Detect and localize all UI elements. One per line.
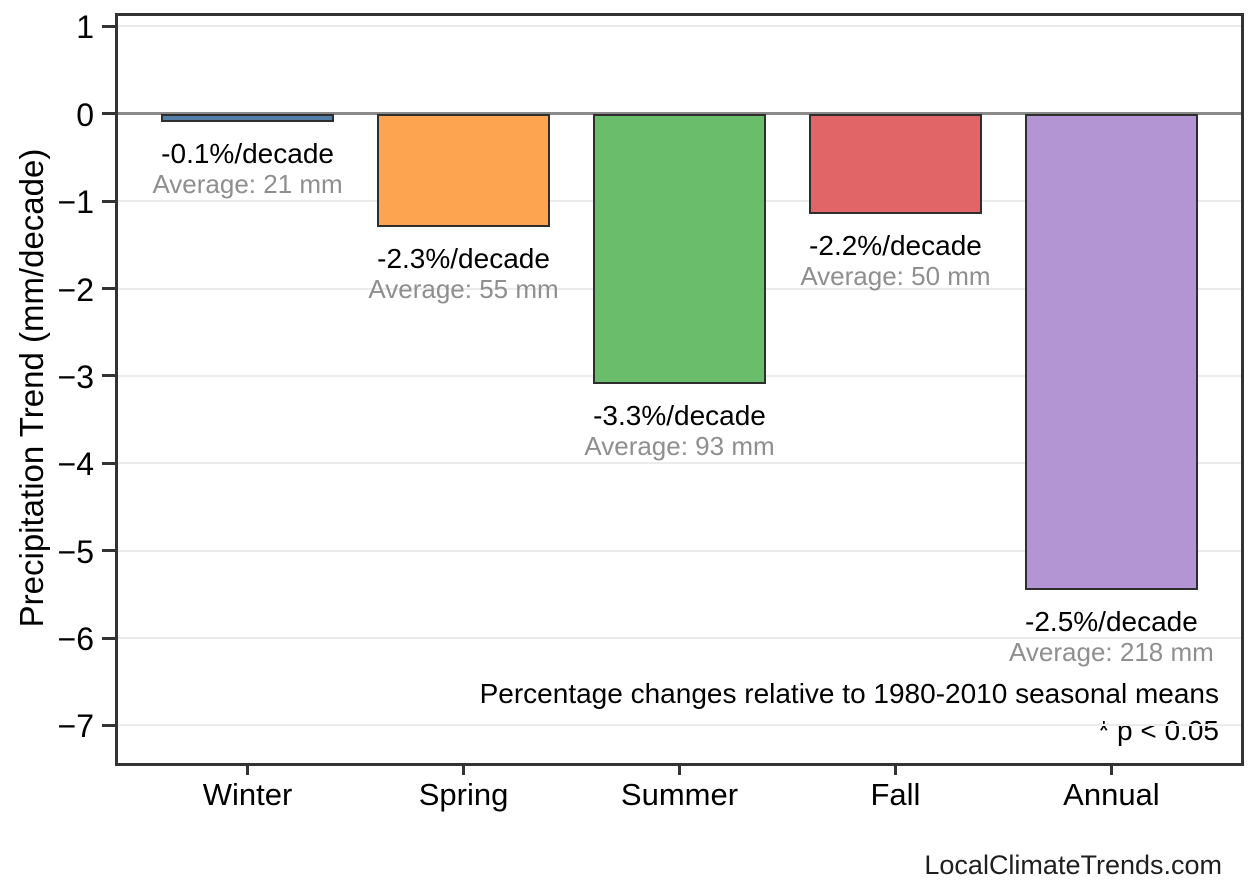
x-tick-spring xyxy=(462,766,466,775)
bar-label-fall: -2.2%/decade Average: 50 mm xyxy=(725,230,1065,292)
y-tick-label--7: −7 xyxy=(57,708,94,745)
y-tick-label-1: 1 xyxy=(76,9,94,46)
y-tick--3 xyxy=(102,374,115,378)
x-tick-annual xyxy=(1109,766,1113,775)
bar-avg-label: Average: 55 mm xyxy=(368,273,559,304)
y-tick-0 xyxy=(102,112,115,116)
y-tick--1 xyxy=(102,199,115,203)
y-tick-label--5: −5 xyxy=(57,533,94,570)
y-tick-label--3: −3 xyxy=(57,358,94,395)
bar-avg-label: Average: 218 mm xyxy=(1009,636,1214,667)
x-tick-fall xyxy=(893,766,897,775)
y-tick--2 xyxy=(102,287,115,291)
bar-pct-label: -2.2%/decade xyxy=(809,229,982,261)
bar-label-summer: -3.3%/decade Average: 93 mm xyxy=(510,400,850,462)
bar-pct-label: -2.3%/decade xyxy=(377,243,550,275)
x-tick-label-annual: Annual xyxy=(1063,777,1160,812)
gridline-y--4 xyxy=(118,462,1241,465)
annotation-line-2: * p < 0.05 xyxy=(1098,714,1219,746)
y-tick--7 xyxy=(102,723,115,727)
y-tick-label-0: 0 xyxy=(76,96,94,133)
y-tick-label--6: −6 xyxy=(57,621,94,658)
bar-avg-label: Average: 21 mm xyxy=(152,169,343,200)
y-tick--5 xyxy=(102,549,115,553)
gridline-y--5 xyxy=(118,549,1241,552)
y-tick--4 xyxy=(102,461,115,465)
bar-label-spring: -2.3%/decade Average: 55 mm xyxy=(294,243,634,305)
x-tick-summer xyxy=(678,766,681,775)
gridline-y-1 xyxy=(118,25,1241,28)
y-tick-label--2: −2 xyxy=(57,271,94,308)
bar-spring xyxy=(377,113,550,228)
y-tick--6 xyxy=(102,636,115,640)
bar-avg-label: Average: 50 mm xyxy=(800,260,991,291)
annotation-block: Percentage changes relative to 1980-2010… xyxy=(480,676,1219,749)
bar-annual xyxy=(1025,113,1198,590)
y-tick-label--4: −4 xyxy=(57,446,94,483)
y-tick-label--1: −1 xyxy=(57,184,94,221)
annotation-line-1: Percentage changes relative to 1980-2010… xyxy=(479,678,1219,710)
x-tick-label-fall: Fall xyxy=(870,777,921,812)
y-tick-1 xyxy=(102,24,115,28)
x-tick-label-winter: Winter xyxy=(202,777,293,812)
bar-winter xyxy=(161,113,334,123)
x-tick-winter xyxy=(246,766,250,775)
gridline-y--7 xyxy=(118,724,1241,727)
bar-label-winter: -0.1%/decade Average: 21 mm xyxy=(78,138,418,200)
plot-inner: Percentage changes relative to 1980-2010… xyxy=(118,16,1241,763)
bar-label-annual: -2.5%/decade Average: 218 mm xyxy=(941,606,1258,668)
gridline-y--6 xyxy=(118,637,1241,640)
x-tick-label-spring: Spring xyxy=(418,777,509,812)
bar-pct-label: -0.1%/decade xyxy=(161,138,334,170)
bar-pct-label: -3.3%/decade xyxy=(593,400,766,432)
bar-summer xyxy=(593,113,766,385)
x-tick-label-summer: Summer xyxy=(620,777,739,812)
watermark-text: LocalClimateTrends.com xyxy=(924,850,1222,880)
plot-area: Percentage changes relative to 1980-2010… xyxy=(115,13,1244,766)
bar-avg-label: Average: 93 mm xyxy=(584,431,775,462)
bar-fall xyxy=(809,113,982,214)
bar-pct-label: -2.5%/decade xyxy=(1025,605,1198,637)
